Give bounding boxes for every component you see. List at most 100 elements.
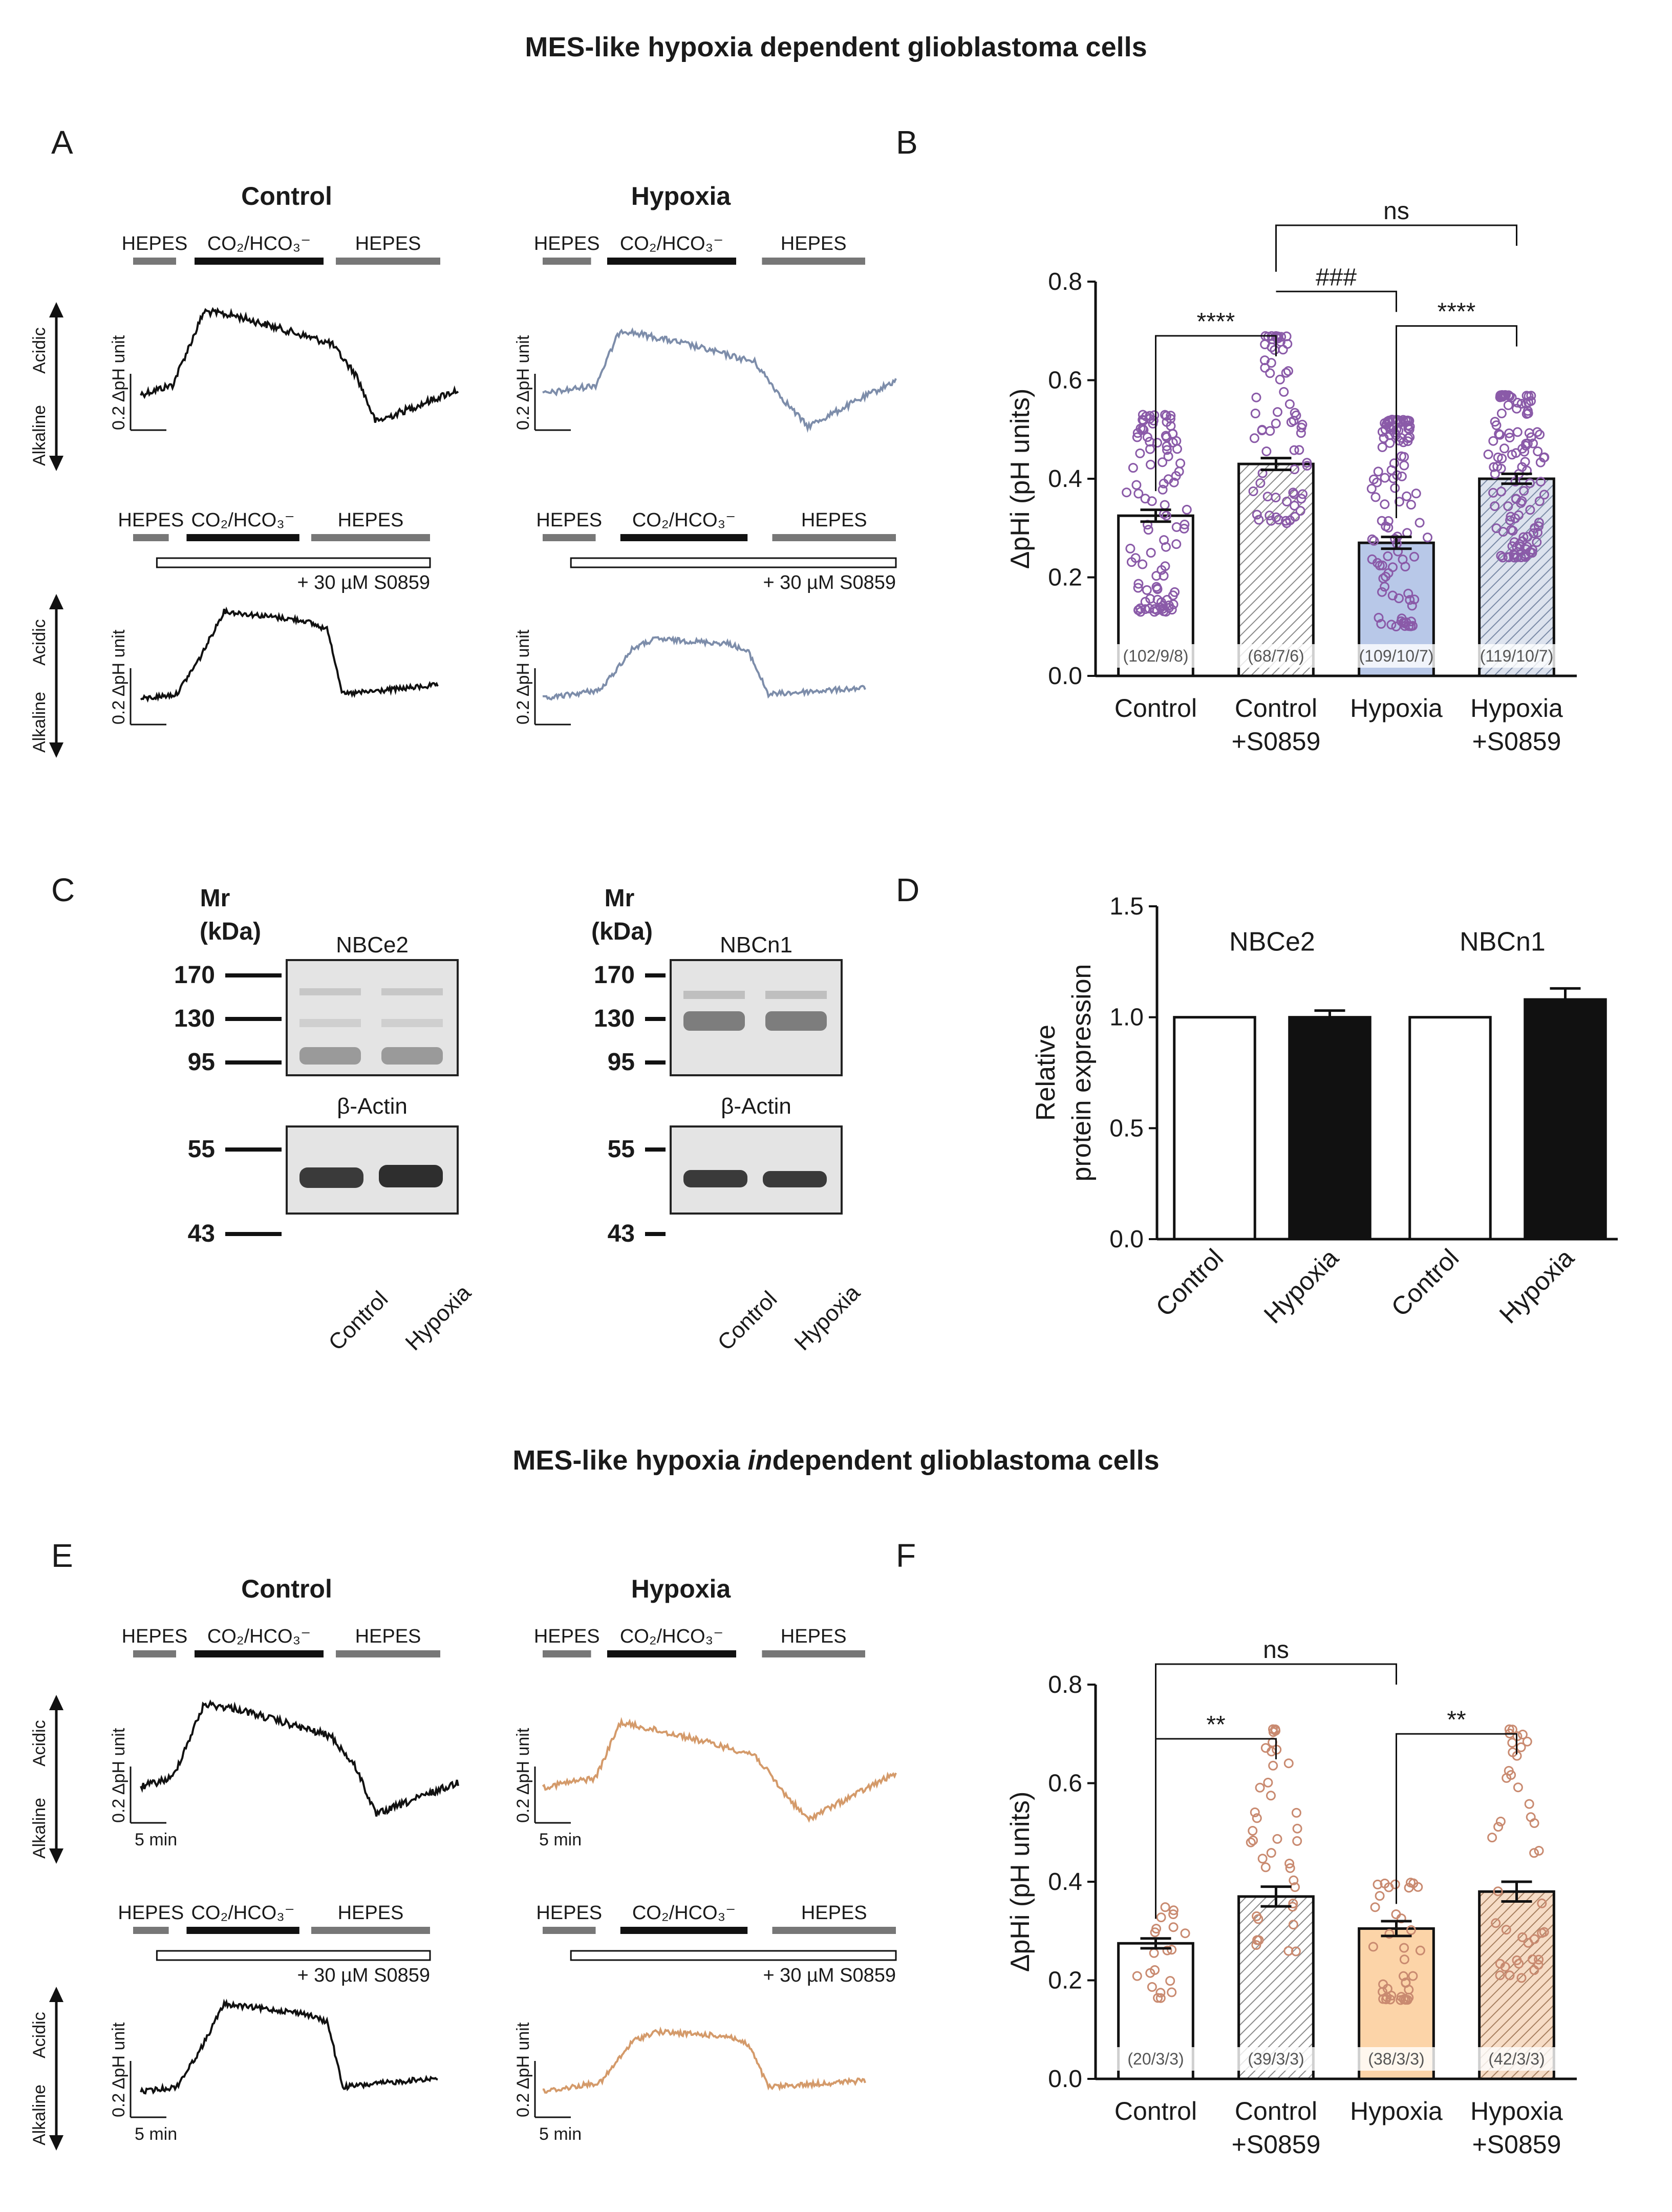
data-point — [1380, 473, 1390, 483]
data-point — [1523, 1938, 1533, 1948]
data-point — [1150, 1965, 1160, 1975]
data-point — [1401, 1995, 1411, 2005]
blot-right-mr: Mr — [605, 885, 635, 912]
data-point — [1407, 601, 1417, 611]
y-tick-label: 0.5 — [1109, 1115, 1144, 1142]
n-label: (102/9/8) — [1123, 647, 1188, 665]
panel-d-chart: 0.0 0.5 1.0 1.5 Relative protein expression Co… — [1031, 893, 1618, 1329]
data-point — [1495, 392, 1505, 402]
category-label: Control — [1150, 1243, 1229, 1322]
y-axis-label: ΔpHi (pH units) — [1005, 389, 1035, 569]
data-point — [1409, 551, 1419, 562]
data-point — [1384, 430, 1395, 440]
data-point — [1375, 1891, 1385, 1901]
category-label: Control — [1235, 2097, 1317, 2125]
blot-left-marker-95: 95 — [188, 1049, 215, 1076]
data-point — [1145, 411, 1155, 421]
y-axis-label: ΔpHi (pH units) — [1005, 1792, 1035, 1972]
panel-a-traces: Control Hypoxia HEPES CO₂/HCO₃⁻ HEPES HEPES CO… — [30, 182, 897, 758]
trace-title-control: Control — [241, 1575, 332, 1603]
data-point — [1534, 1846, 1544, 1856]
category-label: Hypoxia — [1470, 2097, 1563, 2125]
bottom-title: MES-like hypoxia independent glioblastom… — [512, 1445, 1159, 1476]
data-point — [1172, 444, 1182, 454]
data-point — [1128, 463, 1138, 473]
data-point — [1505, 433, 1515, 442]
data-point — [1532, 537, 1542, 547]
blot-left-marker-170: 170 — [174, 962, 215, 989]
data-point — [1495, 1816, 1506, 1826]
data-point — [1399, 1954, 1409, 1965]
data-point — [1162, 417, 1172, 427]
data-point — [1380, 499, 1390, 509]
panel-letter-a: A — [51, 124, 73, 161]
data-point — [1156, 597, 1166, 607]
data-point — [1147, 496, 1157, 506]
data-point — [1505, 1970, 1515, 1981]
blot-left-lane-control: Control — [324, 1286, 393, 1355]
significance-label: ns — [1383, 198, 1409, 225]
data-point — [1284, 1859, 1295, 1868]
category-label-2: +S0859 — [1232, 2130, 1321, 2159]
data-point — [1143, 525, 1153, 535]
blot-left-kda: (kDa) — [200, 918, 261, 945]
data-point — [1507, 450, 1517, 460]
data-point — [1266, 358, 1276, 368]
n-label-bg — [1114, 644, 1197, 668]
data-point — [1265, 368, 1275, 378]
hepes-label: HEPES — [801, 509, 867, 531]
panel-letter-d: D — [896, 871, 919, 908]
blot-left-lane-hypoxia: Hypoxia — [400, 1280, 476, 1355]
data-point — [1374, 612, 1384, 623]
blot-right-kda: (kDa) — [591, 918, 653, 945]
data-point — [1282, 497, 1292, 506]
top-title: MES-like hypoxia dependent glioblastoma … — [525, 32, 1147, 62]
data-point — [1391, 1909, 1401, 1919]
bar — [1408, 1016, 1492, 1241]
data-point — [1396, 1995, 1406, 2005]
data-point — [1536, 477, 1546, 487]
data-point — [1253, 1914, 1263, 1924]
data-point — [1406, 500, 1416, 510]
data-point — [1146, 459, 1155, 470]
data-point — [1404, 1883, 1414, 1893]
data-point — [1528, 528, 1538, 538]
data-point — [1140, 604, 1150, 614]
category-label: Control — [1235, 694, 1317, 722]
data-point — [1534, 1954, 1544, 1965]
data-point — [1509, 549, 1519, 560]
blot-left-marker-43: 43 — [188, 1220, 215, 1247]
trace-title-control: Control — [241, 182, 332, 210]
data-point — [1495, 1959, 1505, 1969]
blot-band — [381, 988, 443, 995]
y-tick-label: 0.8 — [1048, 268, 1082, 295]
data-point — [1150, 604, 1160, 614]
data-point — [1488, 436, 1498, 446]
co2-label: CO₂/HCO₃⁻ — [207, 1626, 311, 1647]
blot-band — [381, 1047, 443, 1065]
data-point — [1394, 497, 1404, 507]
data-point — [1495, 430, 1505, 440]
data-point — [1169, 1905, 1178, 1916]
significance-bracket — [1155, 335, 1277, 492]
data-point — [1157, 484, 1168, 495]
group-label-nbce2: NBCe2 — [1229, 927, 1315, 957]
data-point — [1402, 491, 1412, 501]
co2-label: CO₂/HCO₃⁻ — [191, 509, 294, 531]
data-point — [1493, 1886, 1503, 1897]
data-point — [1266, 516, 1276, 526]
drug-label: + 30 µM S0859 — [297, 572, 430, 593]
data-point — [1534, 496, 1545, 506]
data-point — [1376, 619, 1386, 629]
data-point — [1171, 539, 1182, 549]
y-tick-label: 1.5 — [1109, 893, 1144, 920]
blot-right-marker-95: 95 — [608, 1049, 635, 1076]
data-point — [1539, 490, 1549, 500]
data-point — [1285, 1863, 1295, 1873]
panel-f-chart: 0.0 0.2 0.4 0.6 0.8 ΔpHi (pH units) (20/3/3) Co… — [1005, 1636, 1577, 2159]
data-point — [1503, 501, 1513, 512]
data-point — [1523, 438, 1533, 449]
trace-title-hypoxia: Hypoxia — [631, 182, 732, 210]
hepes-label: HEPES — [338, 509, 404, 531]
data-point — [1381, 521, 1391, 531]
